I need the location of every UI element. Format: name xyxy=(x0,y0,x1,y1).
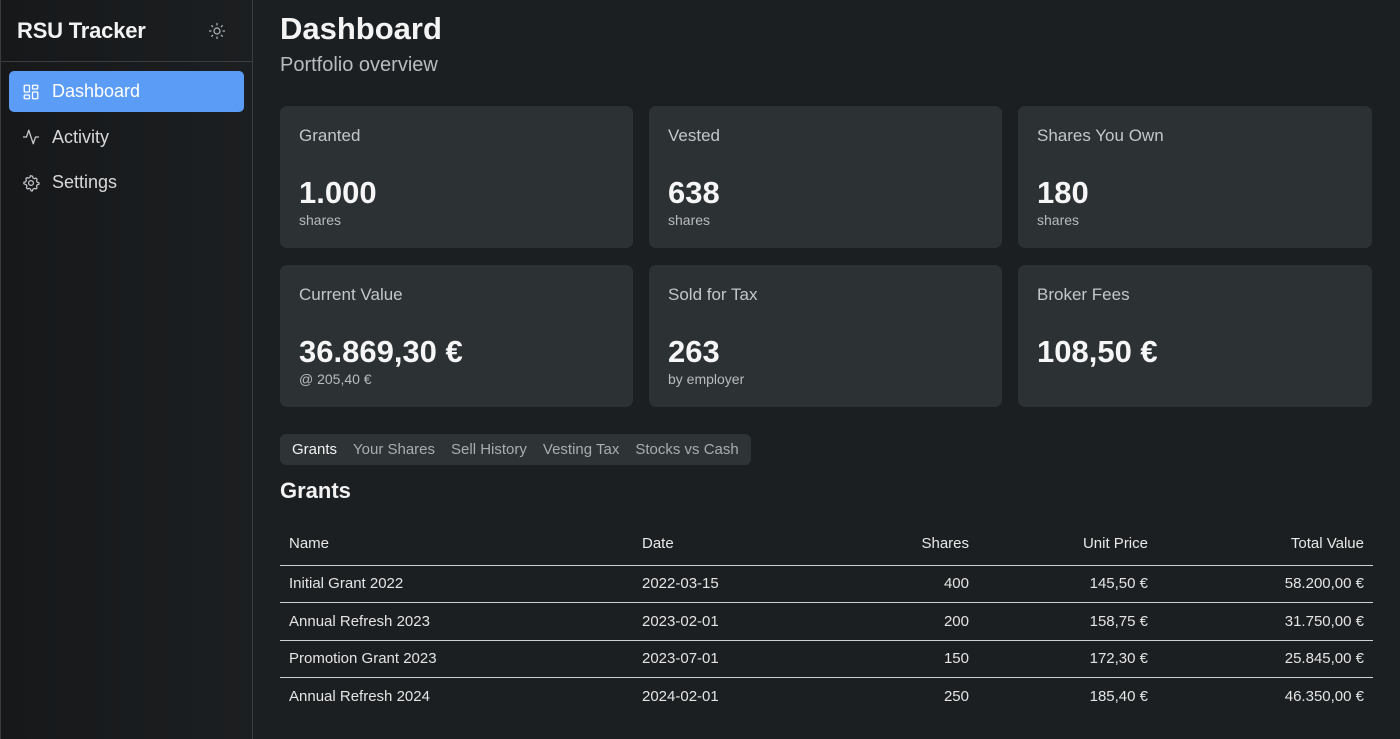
card-value: 263 xyxy=(668,334,720,369)
card-value: 108,50 € xyxy=(1037,334,1158,369)
cell-name: Initial Grant 2022 xyxy=(280,565,633,603)
card-shares-owned: Shares You Own 180 shares xyxy=(1018,106,1372,248)
tab-your-shares[interactable]: Your Shares xyxy=(353,441,436,458)
card-label: Granted xyxy=(299,126,361,145)
cell-unit-price: 145,50 € xyxy=(978,565,1157,603)
card-sold-for-tax: Sold for Tax 263 by employer xyxy=(649,265,1002,407)
sun-icon xyxy=(208,22,226,39)
card-sub: shares xyxy=(299,212,342,228)
sidebar-nav: Dashboard Activity Settings xyxy=(1,62,252,217)
cell-total-value: 46.350,00 € xyxy=(1284,688,1364,705)
dashboard-icon xyxy=(23,84,39,99)
sidebar-item-label: Dashboard xyxy=(52,81,141,101)
theme-toggle-button[interactable] xyxy=(206,20,228,42)
cell-shares: 150 xyxy=(833,640,978,678)
card-sub: by employer xyxy=(668,371,745,387)
table-row[interactable]: Promotion Grant 2023 2023-07-01 150 172,… xyxy=(280,640,1373,678)
card-label: Current Value xyxy=(299,285,403,304)
tab-sell-history[interactable]: Sell History xyxy=(451,441,527,458)
grants-section-title: Grants xyxy=(280,478,351,503)
card-value: 1.000 xyxy=(299,175,377,210)
card-sub: shares xyxy=(1037,212,1080,228)
cell-shares: 400 xyxy=(833,565,978,603)
app-title: RSU Tracker xyxy=(17,17,146,43)
card-vested: Vested 638 shares xyxy=(649,106,1002,248)
sidebar-item-label: Activity xyxy=(52,126,110,147)
cell-date: 2023-07-01 xyxy=(633,640,833,678)
card-sub: @ 205,40 € xyxy=(299,371,372,387)
table-row[interactable]: Annual Refresh 2024 2024-02-01 250 185,4… xyxy=(280,678,1373,716)
column-header-name[interactable]: Name xyxy=(280,522,633,566)
sidebar-item-dashboard[interactable]: Dashboard xyxy=(9,71,244,112)
card-current-value: Current Value 36.869,30 € @ 205,40 € xyxy=(280,265,633,407)
cell-unit-price: 158,75 € xyxy=(978,602,1157,641)
cell-date: 2022-03-15 xyxy=(633,565,833,603)
sidebar-item-activity[interactable]: Activity xyxy=(9,117,244,158)
cell-total-value: 58.200,00 € xyxy=(1157,565,1373,603)
cell-total-value: 25.845,00 € xyxy=(1157,640,1373,678)
cell-unit-price: 172,30 € xyxy=(978,640,1157,678)
cell-date: 2023-02-01 xyxy=(633,602,833,641)
column-header-shares[interactable]: Shares xyxy=(833,522,978,566)
page-subtitle: Portfolio overview xyxy=(280,54,438,76)
card-sub: shares xyxy=(668,212,711,228)
tab-stocks-vs-cash[interactable]: Stocks vs Cash xyxy=(635,441,739,458)
cell-total-value: 31.750,00 € xyxy=(1157,602,1373,641)
sidebar-item-settings[interactable]: Settings xyxy=(9,162,244,203)
table-header-row: Name Date Shares Unit Price Total Value xyxy=(280,522,1373,566)
cell-unit-price: 185,40 € xyxy=(1089,688,1148,705)
card-granted: Granted 1.000 shares xyxy=(280,106,633,248)
page-title: Dashboard xyxy=(280,11,442,46)
cell-date: 2024-02-01 xyxy=(642,688,719,705)
cell-name: Annual Refresh 2023 xyxy=(280,602,633,641)
sidebar-header: RSU Tracker xyxy=(1,0,252,62)
cell-shares: 200 xyxy=(833,602,978,641)
tab-grants[interactable]: Grants xyxy=(292,441,338,458)
table-row[interactable]: Initial Grant 2022 2022-03-15 400 145,50… xyxy=(280,565,1373,603)
activity-icon xyxy=(22,129,40,145)
column-header-unit-price[interactable]: Unit Price xyxy=(978,522,1157,566)
sidebar-item-label: Settings xyxy=(52,172,118,192)
table-row[interactable]: Annual Refresh 2023 2023-02-01 200 158,7… xyxy=(280,602,1373,641)
summary-cards: Granted 1.000 shares Vested 638 shares S… xyxy=(280,106,1373,407)
card-label: Broker Fees xyxy=(1037,285,1130,304)
cell-name: Annual Refresh 2024 xyxy=(289,688,430,705)
card-label: Shares You Own xyxy=(1037,126,1164,145)
grants-table: Name Date Shares Unit Price Total Value … xyxy=(280,522,1373,715)
card-label: Sold for Tax xyxy=(668,285,758,304)
column-header-total-value[interactable]: Total Value xyxy=(1157,522,1373,566)
card-value: 638 xyxy=(668,175,720,210)
cell-name: Promotion Grant 2023 xyxy=(280,640,633,678)
card-value: 36.869,30 € xyxy=(299,334,463,369)
card-broker-fees: Broker Fees 108,50 € xyxy=(1018,265,1372,407)
column-header-date[interactable]: Date xyxy=(633,522,833,566)
card-label: Vested xyxy=(668,126,720,145)
gear-icon xyxy=(23,174,40,191)
cell-shares: 250 xyxy=(943,688,969,705)
card-value: 180 xyxy=(1037,175,1089,210)
tab-bar: Grants Your Shares Sell History Vesting … xyxy=(280,434,751,465)
sidebar: RSU Tracker Dashboard Activity xyxy=(0,0,253,739)
tab-vesting-tax[interactable]: Vesting Tax xyxy=(542,441,620,458)
